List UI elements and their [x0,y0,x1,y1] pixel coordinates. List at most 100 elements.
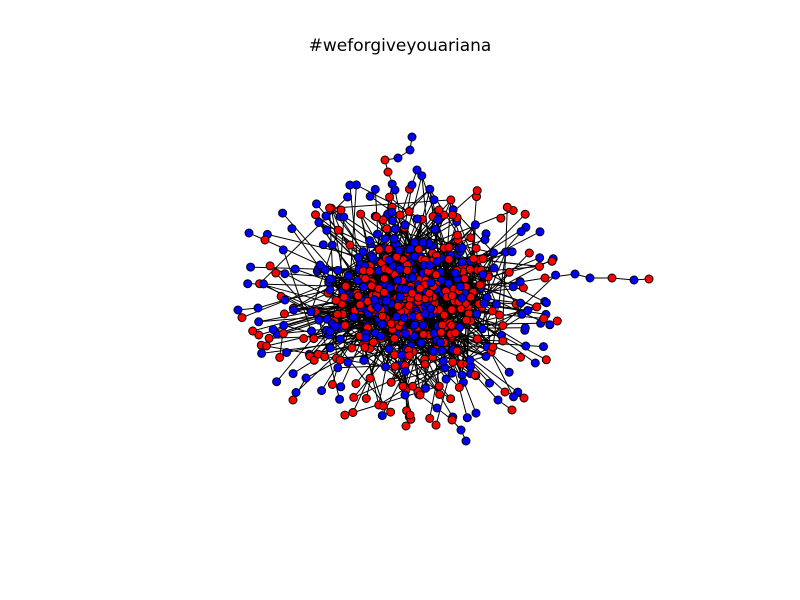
graph-node-red [333,225,343,235]
graph-node-red [448,210,457,220]
graph-node-red [446,320,456,330]
graph-node-blue [400,220,410,230]
graph-node-blue [233,305,243,315]
graph-node-red [395,210,405,220]
graph-node-blue [393,153,403,163]
graph-node-blue [438,356,448,366]
graph-node-blue [432,256,442,266]
graph-node-blue [312,199,321,209]
graph-node-red [356,209,366,219]
graph-node-blue [426,278,436,287]
graph-node-red [345,240,355,250]
graph-node-blue [330,321,340,331]
graph-node-blue [412,165,422,175]
graph-node-blue [289,305,299,315]
graph-node-red [532,302,542,312]
graph-node-blue [385,283,395,293]
graph-node-red [331,295,341,305]
graph-node-blue [306,307,316,317]
graph-node-blue [358,247,368,257]
graph-node-red [320,352,330,362]
graph-node-red [379,401,388,411]
graph-node-red [431,420,441,430]
graph-node-blue [477,324,487,334]
graph-node-red [339,292,349,302]
graph-node-red [262,341,271,351]
graph-node-blue [416,338,426,348]
graph-node-red [495,310,504,320]
graph-node-blue [353,253,363,262]
graph-node-red [435,389,445,399]
graph-node-red [260,235,270,245]
graph-node-blue [541,298,551,308]
graph-node-blue [327,240,337,250]
graph-node-blue [420,309,430,319]
graph-edge [421,218,445,249]
graph-node-blue [244,228,254,238]
graph-node-red [431,270,441,280]
graph-node-red [472,186,482,196]
graph-node-red [340,320,350,330]
graph-node-red [415,283,425,293]
graph-node-blue [343,192,353,202]
graph-node-blue [457,257,467,267]
graph-node-blue [272,377,282,387]
graph-node-red [420,359,430,369]
graph-edge [474,374,499,401]
graph-node-blue [465,355,475,365]
graph-node-blue [485,378,494,388]
graph-node-blue [335,334,345,344]
graph-node-red [520,209,530,219]
graph-node-red [393,301,403,311]
graph-node-red [607,273,617,283]
graph-node-red [384,244,394,254]
graph-node-red [336,205,346,215]
graph-node-blue [268,325,278,334]
graph-node-blue [387,207,397,217]
graph-node-red [333,309,342,319]
graph-node-blue [287,224,297,234]
graph-node-blue [457,243,467,253]
graph-node-red [309,334,319,344]
graph-node-red [519,393,529,403]
graph-node-red [446,394,456,404]
graph-node-red [461,315,471,325]
graph-node-blue [515,277,525,287]
graph-node-red [407,288,417,298]
figure-title: #weforgiveyouariana [308,36,492,56]
graph-node-red [404,207,414,216]
graph-node-blue [376,331,386,341]
graph-node-blue [570,269,580,279]
graph-node-red [368,337,378,347]
graph-node-blue [489,263,499,273]
graph-node-blue [470,220,480,230]
graph-node-blue [508,282,518,292]
graph-node-red [385,192,395,202]
graph-node-blue [377,319,387,329]
graph-node-blue [254,317,264,327]
graph-node-red [475,280,485,290]
graph-node-blue [325,285,335,295]
graph-edge [305,359,341,379]
graph-node-red [434,381,444,391]
graph-node-blue [384,255,394,265]
graph-node-blue [395,264,405,274]
graph-node-red [405,410,415,420]
graph-node-red [498,336,508,346]
graph-node-blue [279,320,289,330]
graph-node-blue [530,358,540,368]
graph-node-blue [307,326,316,336]
graph-node-red [248,326,258,336]
graph-node-red [447,291,457,301]
graph-edge [282,249,315,339]
graph-node-blue [405,145,415,155]
graph-node-red [504,267,514,277]
graph-node-blue [545,320,555,330]
graph-node-red [386,407,396,417]
graph-node-blue [367,253,377,262]
graph-node-blue [325,343,335,353]
graph-node-blue [400,390,410,400]
graph-node-red [275,352,285,362]
graph-node-blue [359,355,369,365]
graph-node-red [355,300,365,310]
